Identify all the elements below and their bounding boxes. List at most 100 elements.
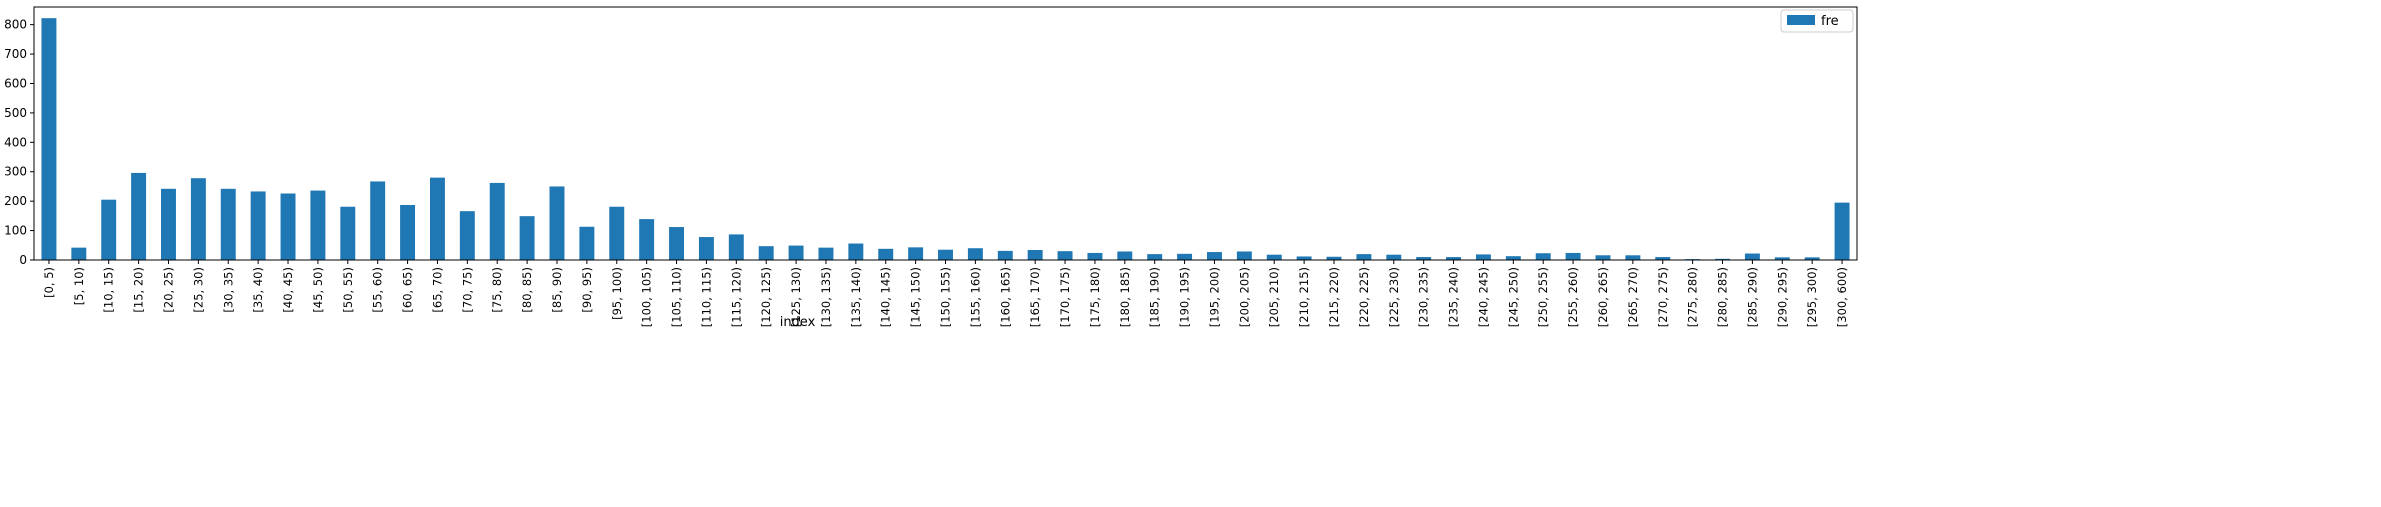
x-tick-label: [215, 220) — [1327, 267, 1341, 327]
bar-38 — [1177, 253, 1193, 260]
y-tick-label: 600 — [4, 76, 27, 90]
y-axis: 0 100 200 300 400 500 600 700 800 — [4, 18, 34, 267]
x-tick-label: [290, 295) — [1775, 267, 1789, 327]
bar-34 — [1057, 251, 1073, 260]
x-tick-label: [145, 150) — [909, 267, 923, 327]
bar-37 — [1147, 254, 1163, 260]
x-tick-label: [135, 140) — [849, 267, 863, 327]
y-tick-label: 400 — [4, 135, 27, 149]
y-tick-label: 200 — [4, 194, 27, 208]
bar-58 — [1774, 257, 1790, 260]
bar-15 — [489, 182, 505, 260]
x-tick-label: [280, 285) — [1716, 267, 1730, 327]
bar-8 — [280, 193, 296, 260]
bar-3 — [131, 172, 147, 260]
x-tick-label: [35, 40) — [251, 267, 265, 313]
bar-54 — [1655, 257, 1671, 260]
x-tick-label: [40, 45) — [281, 267, 295, 313]
x-tick-label: [220, 225) — [1357, 267, 1371, 327]
x-tick-label: [245, 250) — [1506, 267, 1520, 327]
x-tick-label: [50, 55) — [341, 267, 355, 313]
bar-22 — [698, 237, 714, 260]
bar-48 — [1475, 254, 1491, 260]
bar-45 — [1386, 254, 1402, 260]
bar-24 — [758, 246, 774, 260]
x-tick-label: [15, 20) — [132, 267, 146, 313]
x-tick-label: [250, 255) — [1536, 267, 1550, 327]
x-tick-label: [105, 110) — [670, 267, 684, 327]
bar-21 — [669, 227, 684, 260]
bar-7 — [250, 191, 266, 260]
bar-47 — [1446, 257, 1462, 260]
y-tick-label: 500 — [4, 106, 27, 120]
x-tick-label: [110, 115) — [699, 267, 713, 327]
bar-6 — [220, 188, 236, 260]
x-tick-label: [65, 70) — [430, 267, 444, 313]
bar-29 — [908, 247, 924, 260]
x-tick-label: [90, 95) — [580, 267, 594, 313]
x-tick-label: [265, 270) — [1626, 267, 1640, 327]
bar-11 — [370, 181, 386, 260]
x-tick-label: [230, 235) — [1417, 267, 1431, 327]
bar-36 — [1117, 251, 1133, 260]
x-tick-label: [10, 15) — [102, 267, 116, 313]
legend-swatch — [1787, 15, 1815, 25]
x-tick-label: [210, 215) — [1297, 267, 1311, 327]
bar-53 — [1625, 255, 1641, 260]
bar-57 — [1744, 253, 1760, 260]
x-tick-label: [60, 65) — [401, 267, 415, 313]
bar-43 — [1326, 256, 1342, 260]
x-tick-label: [130, 135) — [819, 267, 833, 327]
x-tick-label: [95, 100) — [610, 267, 624, 320]
bar-20 — [639, 219, 655, 260]
x-tick-label: [300, 600) — [1835, 267, 1849, 327]
x-tick-label: [100, 105) — [640, 267, 654, 327]
y-tick-label: 300 — [4, 165, 27, 179]
bar-31 — [967, 248, 983, 260]
x-tick-label: [200, 205) — [1237, 267, 1251, 327]
bar-26 — [818, 247, 834, 260]
bar-50 — [1535, 253, 1551, 260]
x-tick-label: [225, 230) — [1387, 267, 1401, 327]
x-tick-label: [55, 60) — [371, 267, 385, 313]
bar-25 — [788, 245, 804, 260]
x-tick-label: [0, 5) — [42, 267, 56, 298]
x-tick-label: [150, 155) — [939, 267, 953, 327]
bar-18 — [579, 226, 595, 260]
bar-12 — [400, 204, 416, 260]
x-tick-label: [255, 260) — [1566, 267, 1580, 327]
x-tick-label: [170, 175) — [1058, 267, 1072, 327]
x-tick-label: [115, 120) — [729, 267, 743, 327]
bar-17 — [549, 186, 565, 260]
x-tick-label: [45, 50) — [311, 267, 325, 313]
x-tick-label: [270, 275) — [1656, 267, 1670, 327]
bar-10 — [340, 206, 356, 260]
x-tick-label: [85, 90) — [550, 267, 564, 313]
x-tick-label: [25, 30) — [191, 267, 205, 313]
bar-56 — [1715, 258, 1730, 260]
x-tick-label: [260, 265) — [1596, 267, 1610, 327]
bar-27 — [848, 243, 864, 260]
x-tick-label: [275, 280) — [1686, 267, 1700, 327]
y-tick-label: 0 — [19, 253, 27, 267]
x-axis-label: index — [780, 315, 816, 330]
x-tick-label: [190, 195) — [1178, 267, 1192, 327]
bar-9 — [310, 190, 326, 260]
bar-60 — [1834, 202, 1850, 260]
x-tick-label: [140, 145) — [879, 267, 893, 327]
bar-51 — [1565, 252, 1581, 260]
x-tick-label: [175, 180) — [1088, 267, 1102, 327]
x-tick-label: [185, 190) — [1148, 267, 1162, 327]
y-tick-label: 700 — [4, 47, 27, 61]
bar-30 — [938, 249, 953, 260]
y-tick-label: 800 — [4, 18, 27, 32]
bar-52 — [1595, 255, 1611, 260]
x-tick-label: [80, 85) — [520, 267, 534, 313]
x-tick-label: [165, 170) — [1028, 267, 1042, 327]
bar-32 — [997, 250, 1013, 260]
bar-16 — [519, 216, 535, 260]
x-tick-label: [155, 160) — [968, 267, 982, 327]
x-tick-label: [125, 130) — [789, 267, 803, 327]
bar-23 — [728, 234, 744, 260]
